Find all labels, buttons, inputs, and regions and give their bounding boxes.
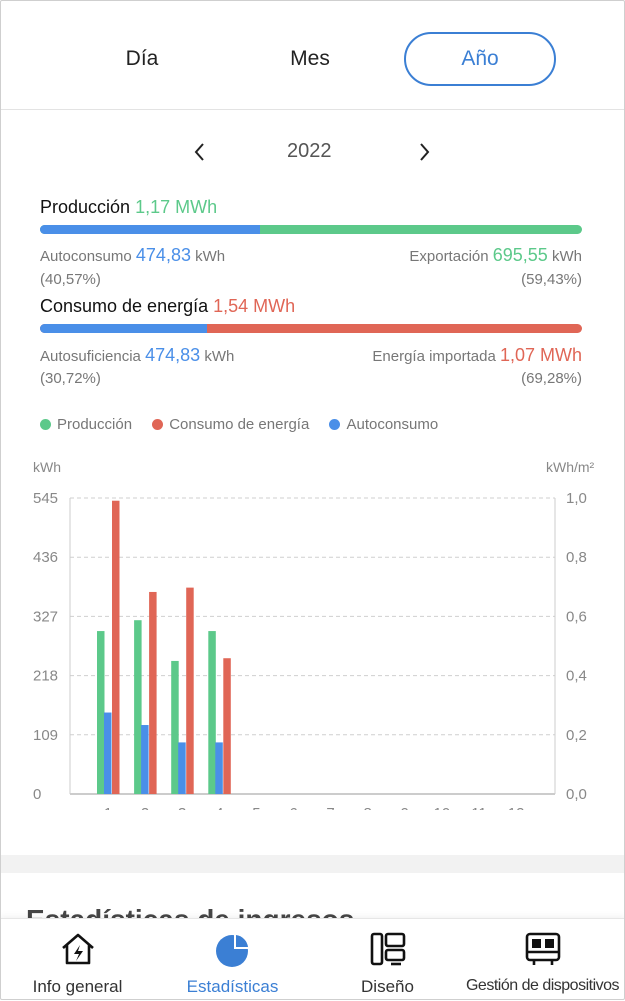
device-icon (524, 931, 562, 972)
y-tick-label: 109 (33, 727, 58, 744)
legend-item-production[interactable]: Producción (40, 416, 132, 433)
x-tick-label: 7 (326, 805, 334, 810)
bar-autoconsumo-2 (141, 725, 149, 794)
x-tick-label: 3 (178, 805, 186, 810)
export-unit: kWh (552, 248, 582, 265)
self-sufficiency-pct: (30,72%) (40, 370, 101, 387)
y-tick-label: 545 (33, 490, 58, 507)
bar-consumo-de-energ-a-2 (149, 592, 157, 794)
export-pct: (59,43%) (521, 271, 582, 288)
chevron-left-icon[interactable] (192, 140, 206, 171)
x-tick-label: 6 (289, 805, 297, 810)
export-value: 695,55 (493, 245, 548, 265)
bar-autoconsumo-4 (215, 742, 223, 794)
y-tick-label: 0 (33, 786, 41, 803)
bar-autoconsumo-1 (104, 713, 112, 794)
legend-item-self[interactable]: Autoconsumo (329, 416, 438, 433)
x-tick-label: 11 (471, 805, 487, 810)
y-tick-label: 218 (33, 668, 58, 685)
import-line: Energía importada 1,07 MWh (372, 345, 582, 366)
production-value: 1,17 MWh (135, 197, 217, 217)
self-consumption-unit: kWh (195, 248, 225, 265)
bottom-nav: Info general Estadísticas Diseño Gestión… (0, 918, 625, 1001)
consumption-title: Consumo de energía 1,54 MWh (40, 296, 295, 317)
y-axis-unit-right: kWh/m² (546, 459, 594, 475)
section-separator (0, 855, 625, 873)
legend-dot-consumption (152, 419, 163, 430)
x-tick-label: 12 (508, 805, 525, 810)
tab-dia[interactable]: Día (92, 32, 192, 86)
legend-label-consumption: Consumo de energía (169, 416, 309, 433)
y2-tick-label: 0,0 (566, 786, 587, 803)
legend-label-self: Autoconsumo (346, 416, 438, 433)
chevron-right-icon[interactable] (418, 140, 432, 171)
tab-ano[interactable]: Año (404, 32, 556, 86)
self-consumption-line: Autoconsumo 474,83 kWh (40, 245, 225, 266)
consumption-self-bar (40, 324, 207, 333)
y-tick-label: 327 (33, 608, 58, 625)
nav-diseno[interactable]: Diseño (320, 919, 455, 1001)
y-tick-label: 436 (33, 549, 58, 566)
legend-dot-self (329, 419, 340, 430)
self-consumption-label: Autoconsumo (40, 248, 132, 265)
chart-legend: Producción Consumo de energía Autoconsum… (40, 416, 454, 433)
bar-producci-n-2 (134, 620, 142, 794)
nav-estadisticas[interactable]: Estadísticas (165, 919, 300, 1001)
production-label: Producción (40, 197, 130, 217)
bar-producci-n-4 (208, 631, 216, 794)
x-tick-label: 5 (252, 805, 260, 810)
production-self-bar (40, 225, 260, 234)
nav-info-general[interactable]: Info general (10, 919, 145, 1001)
y-axis-unit-left: kWh (33, 459, 61, 475)
x-tick-label: 4 (215, 805, 223, 810)
legend-item-consumption[interactable]: Consumo de energía (152, 416, 309, 433)
x-tick-label: 9 (401, 805, 409, 810)
y2-tick-label: 0,6 (566, 608, 587, 625)
tab-mes[interactable]: Mes (260, 32, 360, 86)
header-divider (0, 109, 625, 110)
export-label: Exportación (409, 248, 488, 265)
self-sufficiency-unit: kWh (204, 348, 234, 365)
pie-chart-icon (214, 931, 252, 974)
import-value: 1,07 MWh (500, 345, 582, 365)
self-sufficiency-line: Autosuficiencia 474,83 kWh (40, 345, 234, 366)
x-tick-label: 2 (141, 805, 149, 810)
bar-consumo-de-energ-a-3 (186, 588, 194, 794)
y2-tick-label: 0,4 (566, 668, 587, 685)
self-sufficiency-value: 474,83 (145, 345, 200, 365)
self-consumption-value: 474,83 (136, 245, 191, 265)
bar-producci-n-3 (171, 661, 179, 794)
x-tick-label: 10 (434, 805, 451, 810)
bar-producci-n-1 (97, 631, 105, 794)
bar-consumo-de-energ-a-4 (223, 658, 231, 794)
y2-tick-label: 1,0 (566, 490, 587, 507)
self-sufficiency-label: Autosuficiencia (40, 348, 141, 365)
bar-autoconsumo-3 (178, 742, 186, 794)
import-pct: (69,28%) (521, 370, 582, 387)
home-bolt-icon (59, 931, 97, 972)
legend-dot-production (40, 419, 51, 430)
nav-label-estadisticas: Estadísticas (165, 977, 300, 997)
consumption-value: 1,54 MWh (213, 296, 295, 316)
production-title: Producción 1,17 MWh (40, 197, 217, 218)
y2-tick-label: 0,8 (566, 549, 587, 566)
nav-gestion-dispositivos[interactable]: Gestión de dispositivos (465, 919, 620, 1001)
x-tick-label: 8 (364, 805, 372, 810)
y2-tick-label: 0,2 (566, 727, 587, 744)
layout-icon (369, 931, 407, 972)
x-tick-label: 1 (104, 805, 112, 810)
bar-chart: 00,01090,22180,43270,64360,85451,0123456… (0, 480, 625, 810)
nav-label-info-general: Info general (10, 977, 145, 997)
year-label: 2022 (287, 140, 332, 163)
consumption-label: Consumo de energía (40, 296, 208, 316)
legend-label-production: Producción (57, 416, 132, 433)
self-consumption-pct: (40,57%) (40, 271, 101, 288)
export-line: Exportación 695,55 kWh (409, 245, 582, 266)
nav-label-diseno: Diseño (320, 977, 455, 997)
import-label: Energía importada (372, 348, 495, 365)
bar-consumo-de-energ-a-1 (112, 501, 120, 794)
nav-label-gestion: Gestión de dispositivos (465, 977, 620, 995)
